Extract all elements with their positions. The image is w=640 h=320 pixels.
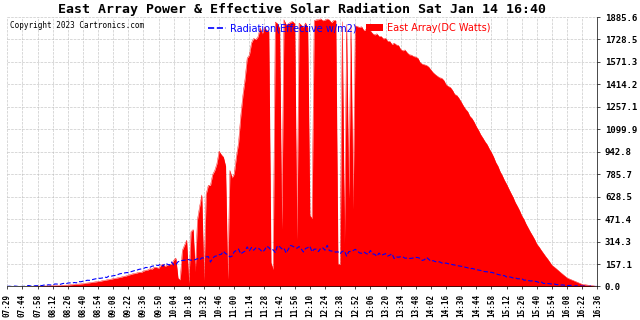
- Text: Copyright 2023 Cartronics.com: Copyright 2023 Cartronics.com: [10, 21, 145, 30]
- Title: East Array Power & Effective Solar Radiation Sat Jan 14 16:40: East Array Power & Effective Solar Radia…: [58, 3, 547, 16]
- Legend: Radiation(Effective w/m2), East Array(DC Watts): Radiation(Effective w/m2), East Array(DC…: [204, 19, 495, 37]
